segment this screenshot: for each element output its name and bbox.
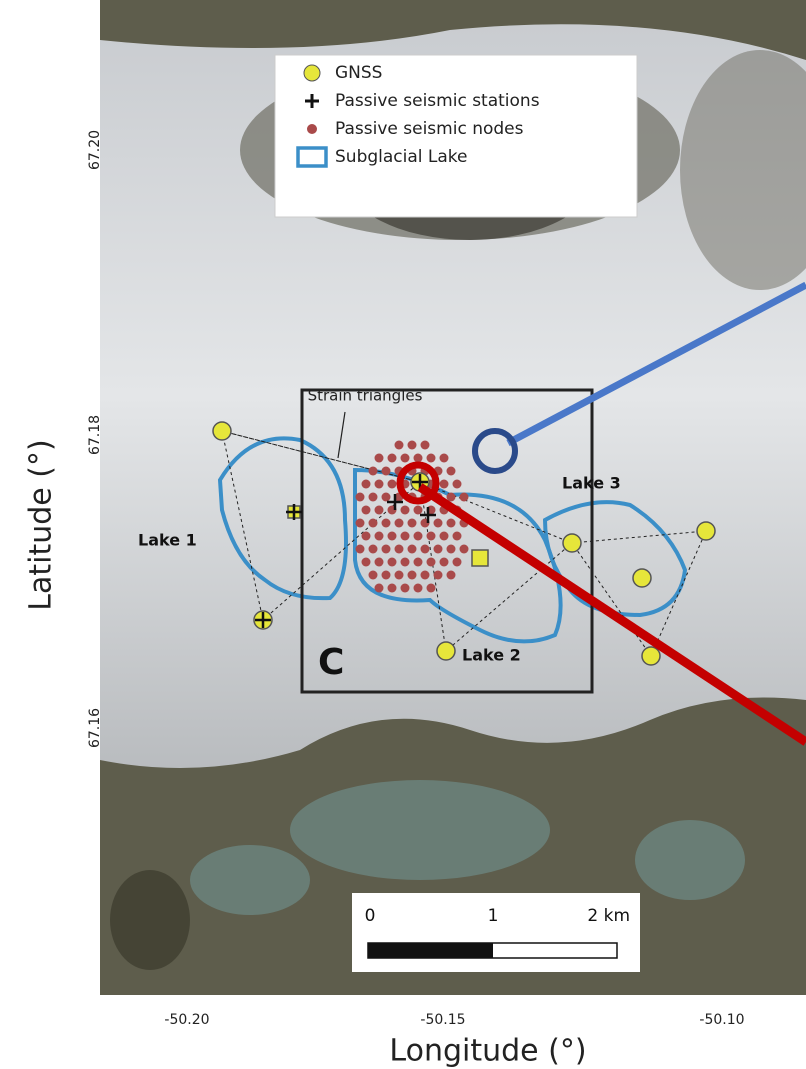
seismic-node xyxy=(401,558,410,567)
seismic-node xyxy=(382,519,391,528)
seismic-node xyxy=(375,532,384,541)
panel-label: C xyxy=(318,642,344,683)
seismic-node xyxy=(408,519,417,528)
seismic-node xyxy=(414,454,423,463)
seismic-node xyxy=(388,558,397,567)
seismic-node xyxy=(401,454,410,463)
seismic-node xyxy=(395,571,404,580)
seismic-node xyxy=(434,519,443,528)
seismic-node xyxy=(362,532,371,541)
seismic-node xyxy=(414,532,423,541)
seismic-node xyxy=(401,584,410,593)
seismic-node xyxy=(447,467,456,476)
seismic-node xyxy=(434,571,443,580)
map-figure: Strain triangles Lake 1 Lake 2 Lake 3 C … xyxy=(0,0,806,1069)
seismic-node xyxy=(375,506,384,515)
x-axis-label: Longitude (°) xyxy=(389,1034,586,1069)
lake-label: Lake 3 xyxy=(562,474,621,493)
legend-label: Subglacial Lake xyxy=(335,147,468,167)
scale-label: 1 xyxy=(488,906,499,926)
seismic-node xyxy=(401,506,410,515)
seismic-node xyxy=(382,545,391,554)
seismic-node xyxy=(395,545,404,554)
y-tick-label: 67.18 xyxy=(87,415,103,455)
lake-label: Lake 1 xyxy=(138,531,197,550)
seismic-node xyxy=(421,441,430,450)
seismic-node xyxy=(440,558,449,567)
seismic-node xyxy=(401,532,410,541)
seismic-node xyxy=(369,519,378,528)
seismic-node xyxy=(362,558,371,567)
legend: GNSS Passive seismic stations Passive se… xyxy=(275,55,637,217)
seismic-node xyxy=(388,480,397,489)
scale-label: 2 km xyxy=(587,906,630,926)
seismic-node xyxy=(375,480,384,489)
legend-label: Passive seismic nodes xyxy=(335,119,524,139)
seismic-node xyxy=(375,454,384,463)
seismic-node xyxy=(414,558,423,567)
seismic-node xyxy=(440,454,449,463)
seismic-node xyxy=(369,493,378,502)
seismic-node xyxy=(427,584,436,593)
seismic-node xyxy=(447,545,456,554)
seismic-node xyxy=(414,584,423,593)
seismic-node xyxy=(447,571,456,580)
legend-label: GNSS xyxy=(335,63,382,83)
x-tick-label: -50.10 xyxy=(699,1012,744,1028)
seismic-node xyxy=(356,545,365,554)
seismic-node xyxy=(362,480,371,489)
x-tick-label: -50.15 xyxy=(420,1012,465,1028)
scale-bar: 0 1 2 km xyxy=(352,893,640,972)
seismic-node xyxy=(382,467,391,476)
seismic-node xyxy=(427,558,436,567)
seismic-node xyxy=(453,558,462,567)
legend-label: Passive seismic stations xyxy=(335,91,540,111)
seismic-node xyxy=(369,571,378,580)
strain-label: Strain triangles xyxy=(308,387,423,405)
seismic-node xyxy=(421,545,430,554)
seismic-node xyxy=(356,493,365,502)
scale-label: 0 xyxy=(365,906,376,926)
seismic-node xyxy=(395,441,404,450)
seismic-node xyxy=(408,545,417,554)
seismic-node xyxy=(388,454,397,463)
seismic-node xyxy=(388,532,397,541)
seismic-node xyxy=(362,506,371,515)
seismic-node xyxy=(427,532,436,541)
seismic-node xyxy=(408,441,417,450)
seismic-node xyxy=(408,571,417,580)
seismic-node xyxy=(440,532,449,541)
seismic-node xyxy=(460,545,469,554)
lake-label: Lake 2 xyxy=(462,646,521,665)
seismic-node xyxy=(434,545,443,554)
seismic-node xyxy=(460,493,469,502)
y-tick-label: 67.16 xyxy=(87,708,103,748)
seismic-node xyxy=(388,584,397,593)
seismic-node xyxy=(369,467,378,476)
x-tick-label: -50.20 xyxy=(164,1012,209,1028)
seismic-node xyxy=(375,558,384,567)
seismic-node xyxy=(382,493,391,502)
seismic-node xyxy=(395,519,404,528)
seismic-node xyxy=(356,519,365,528)
seismic-node xyxy=(414,506,423,515)
seismic-node xyxy=(453,532,462,541)
seismic-node xyxy=(447,519,456,528)
page: Strain triangles Lake 1 Lake 2 Lake 3 C … xyxy=(0,0,806,1069)
seismic-node xyxy=(421,571,430,580)
seismic-node xyxy=(375,584,384,593)
seismic-node xyxy=(440,480,449,489)
y-tick-label: 67.20 xyxy=(87,130,103,170)
seismic-node xyxy=(369,545,378,554)
y-axis-label: Latitude (°) xyxy=(24,439,59,610)
seismic-node xyxy=(427,454,436,463)
seismic-node xyxy=(382,571,391,580)
seismic-node xyxy=(453,480,462,489)
